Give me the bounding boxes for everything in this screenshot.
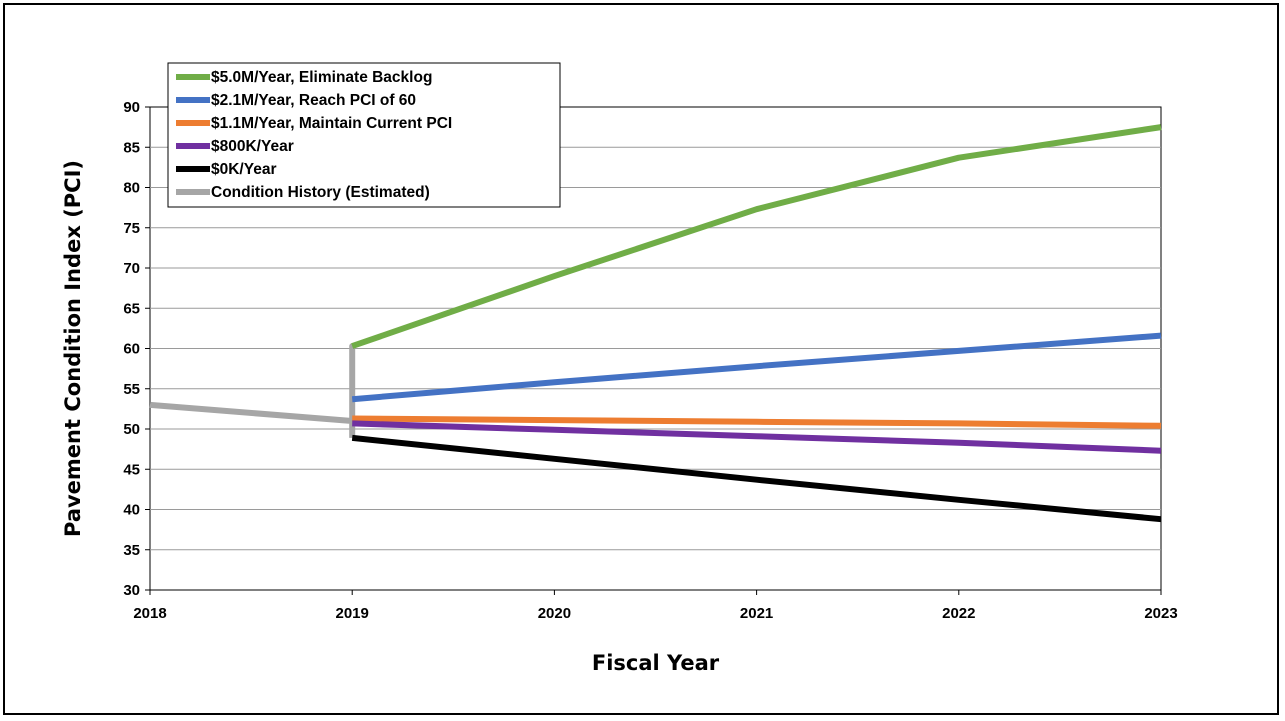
legend-label: $0K/Year — [211, 161, 277, 178]
series-lines — [149, 124, 1162, 523]
legend-label: $1.1M/Year, Maintain Current PCI — [211, 115, 452, 132]
x-tick-label: 2021 — [740, 605, 773, 622]
x-tick-label: 2022 — [942, 605, 975, 622]
chart-frame: 30 35 40 45 50 55 60 65 70 75 80 85 90 2018 2019 2020 2… — [3, 3, 1279, 715]
y-tick-label: 90 — [123, 99, 140, 116]
y-tick-label: 85 — [123, 139, 140, 156]
series-line-4 — [351, 434, 1162, 523]
x-tick-label: 2023 — [1144, 605, 1177, 622]
y-tick-label: 75 — [123, 220, 140, 237]
y-tick-label: 55 — [123, 381, 140, 398]
y-axis-title: Pavement Condition Index (PCI) — [61, 160, 85, 537]
y-tick-label: 40 — [123, 502, 140, 519]
x-tick-label: 2020 — [538, 605, 571, 622]
y-tick-label: 65 — [123, 300, 140, 317]
y-tick-label: 45 — [123, 461, 140, 478]
legend-label: $2.1M/Year, Reach PCI of 60 — [211, 92, 416, 109]
y-tick-label: 35 — [123, 542, 140, 559]
legend-label: $800K/Year — [211, 138, 294, 155]
series-line-2 — [352, 415, 1162, 429]
series-line-5 — [149, 343, 356, 438]
legend-box — [167, 62, 561, 208]
y-tick-label: 30 — [123, 582, 140, 599]
x-tick-label: 2018 — [133, 605, 166, 622]
x-axis-ticks: 2018 2019 2020 2021 2022 2023 — [133, 590, 1178, 622]
series-line-0 — [351, 124, 1162, 349]
series-line-1 — [351, 332, 1162, 403]
y-tick-label: 50 — [123, 421, 140, 438]
y-tick-label: 60 — [123, 341, 140, 358]
y-axis-ticks: 30 35 40 45 50 55 60 65 70 75 80 85 90 — [123, 99, 150, 599]
x-axis-title: Fiscal Year — [592, 651, 720, 675]
x-tick-label: 2019 — [336, 605, 369, 622]
y-tick-label: 80 — [123, 180, 140, 197]
series-line-3 — [352, 420, 1162, 454]
legend-label: Condition History (Estimated) — [211, 184, 430, 201]
legend-label: $5.0M/Year, Eliminate Backlog — [211, 69, 432, 86]
legend: $5.0M/Year, Eliminate Backlog $2.1M/Year,… — [167, 62, 561, 208]
y-tick-label: 70 — [123, 260, 140, 277]
